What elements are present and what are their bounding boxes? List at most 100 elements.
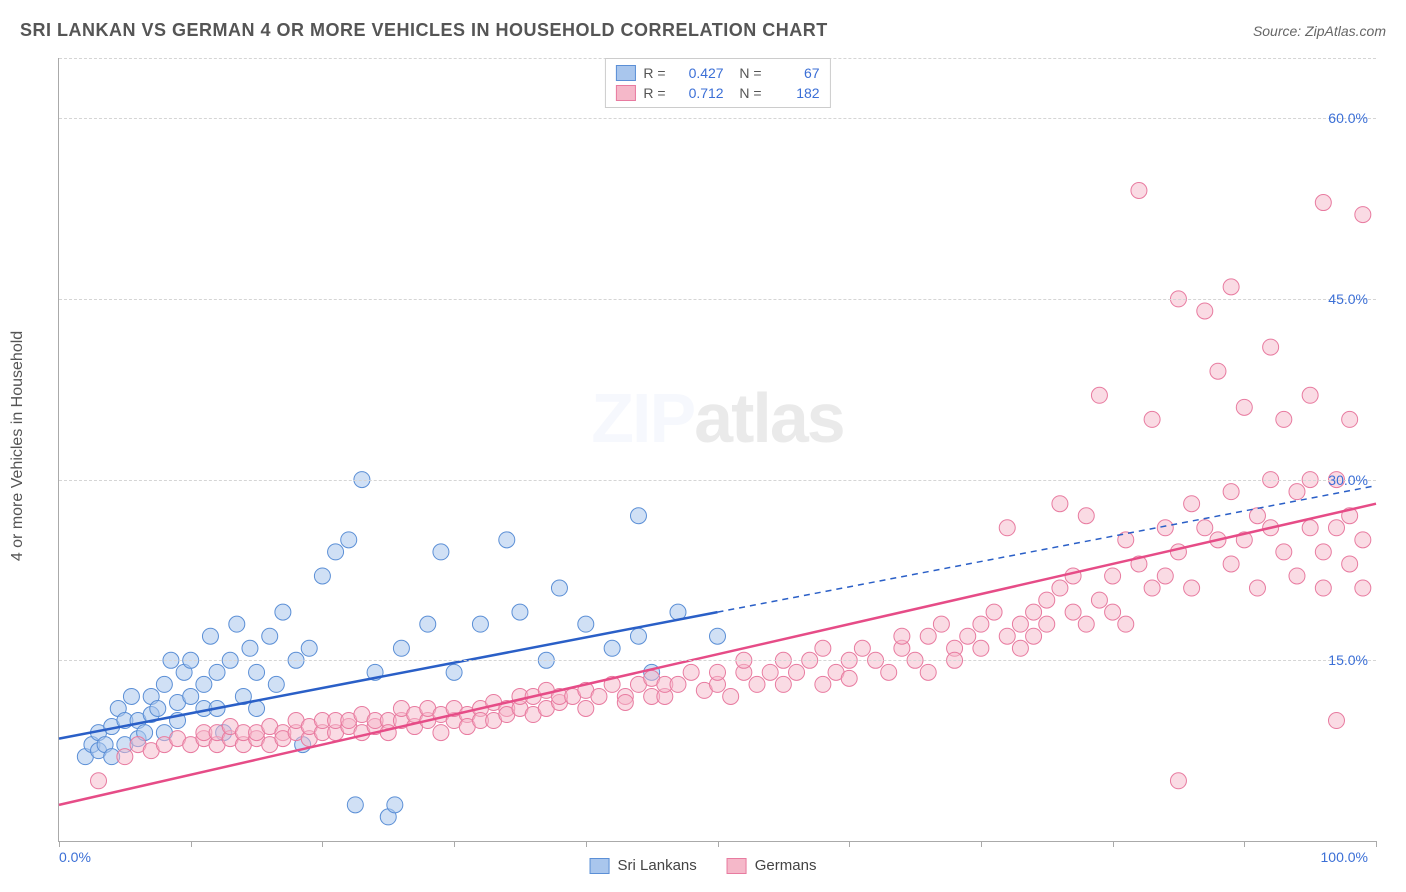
legend-swatch [727, 858, 747, 874]
legend-swatch [615, 65, 635, 81]
data-point [446, 664, 462, 680]
data-point [202, 628, 218, 644]
data-point [1315, 580, 1331, 596]
y-tick-label: 30.0% [1328, 472, 1368, 488]
data-point [1328, 520, 1344, 536]
data-point [268, 676, 284, 692]
data-point [393, 640, 409, 656]
data-point [183, 688, 199, 704]
series-legend-item: Germans [727, 857, 817, 874]
data-point [1157, 520, 1173, 536]
x-tick [322, 841, 323, 847]
data-point [1105, 604, 1121, 620]
data-point [209, 664, 225, 680]
data-point [1026, 604, 1042, 620]
data-point [1276, 411, 1292, 427]
data-point [1315, 195, 1331, 211]
gridline [59, 480, 1376, 481]
y-tick-label: 60.0% [1328, 110, 1368, 126]
x-tick-label: 100.0% [1321, 849, 1368, 865]
data-point [973, 616, 989, 632]
data-point [347, 797, 363, 813]
data-point [683, 664, 699, 680]
data-point [960, 628, 976, 644]
data-point [1039, 616, 1055, 632]
data-point [986, 604, 1002, 620]
x-tick [718, 841, 719, 847]
data-point [1328, 713, 1344, 729]
y-tick-label: 45.0% [1328, 291, 1368, 307]
data-point [1315, 544, 1331, 560]
data-point [1184, 580, 1200, 596]
series-legend-label: Sri Lankans [618, 857, 697, 874]
data-point [387, 797, 403, 813]
data-point [1091, 592, 1107, 608]
data-point [1144, 411, 1160, 427]
data-point [762, 664, 778, 680]
data-point [1249, 580, 1265, 596]
series-legend-item: Sri Lankans [590, 857, 697, 874]
data-point [1355, 580, 1371, 596]
trend-line [59, 504, 1376, 805]
data-point [1170, 773, 1186, 789]
data-point [275, 604, 291, 620]
data-point [973, 640, 989, 656]
data-point [591, 688, 607, 704]
data-point [1289, 484, 1305, 500]
data-point [1276, 544, 1292, 560]
data-point [920, 628, 936, 644]
data-point [328, 544, 344, 560]
data-point [1184, 496, 1200, 512]
data-point [1144, 580, 1160, 596]
x-tick [454, 841, 455, 847]
data-point [630, 628, 646, 644]
x-tick [586, 841, 587, 847]
data-point [420, 616, 436, 632]
data-point [854, 640, 870, 656]
data-point [920, 664, 936, 680]
data-point [1091, 387, 1107, 403]
data-point [341, 532, 357, 548]
series-legend-label: Germans [755, 857, 817, 874]
data-point [150, 700, 166, 716]
data-point [1078, 508, 1094, 524]
data-point [604, 640, 620, 656]
data-point [1065, 568, 1081, 584]
data-point [433, 544, 449, 560]
data-point [1012, 616, 1028, 632]
data-point [1210, 363, 1226, 379]
data-point [1012, 640, 1028, 656]
data-point [815, 676, 831, 692]
data-point [249, 664, 265, 680]
data-point [1223, 279, 1239, 295]
data-point [1302, 387, 1318, 403]
data-point [229, 616, 245, 632]
data-point [1118, 616, 1134, 632]
data-point [1078, 616, 1094, 632]
data-point [512, 604, 528, 620]
legend-swatch [590, 858, 610, 874]
data-point [894, 628, 910, 644]
stats-legend-row: R =0.712 N =182 [615, 83, 819, 103]
data-point [1039, 592, 1055, 608]
data-point [1197, 520, 1213, 536]
chart-title: SRI LANKAN VS GERMAN 4 OR MORE VEHICLES … [20, 20, 828, 41]
data-point [117, 749, 133, 765]
data-point [196, 676, 212, 692]
data-point [1223, 484, 1239, 500]
source-label: Source: ZipAtlas.com [1253, 23, 1386, 39]
data-point [815, 640, 831, 656]
data-point [578, 616, 594, 632]
data-point [999, 628, 1015, 644]
data-point [1052, 496, 1068, 512]
data-point [1302, 520, 1318, 536]
data-point [710, 628, 726, 644]
data-point [1223, 556, 1239, 572]
data-point [775, 676, 791, 692]
data-point [91, 773, 107, 789]
data-point [1105, 568, 1121, 584]
data-point [710, 664, 726, 680]
gridline [59, 299, 1376, 300]
stats-legend-row: R =0.427 N =67 [615, 63, 819, 83]
data-point [881, 664, 897, 680]
